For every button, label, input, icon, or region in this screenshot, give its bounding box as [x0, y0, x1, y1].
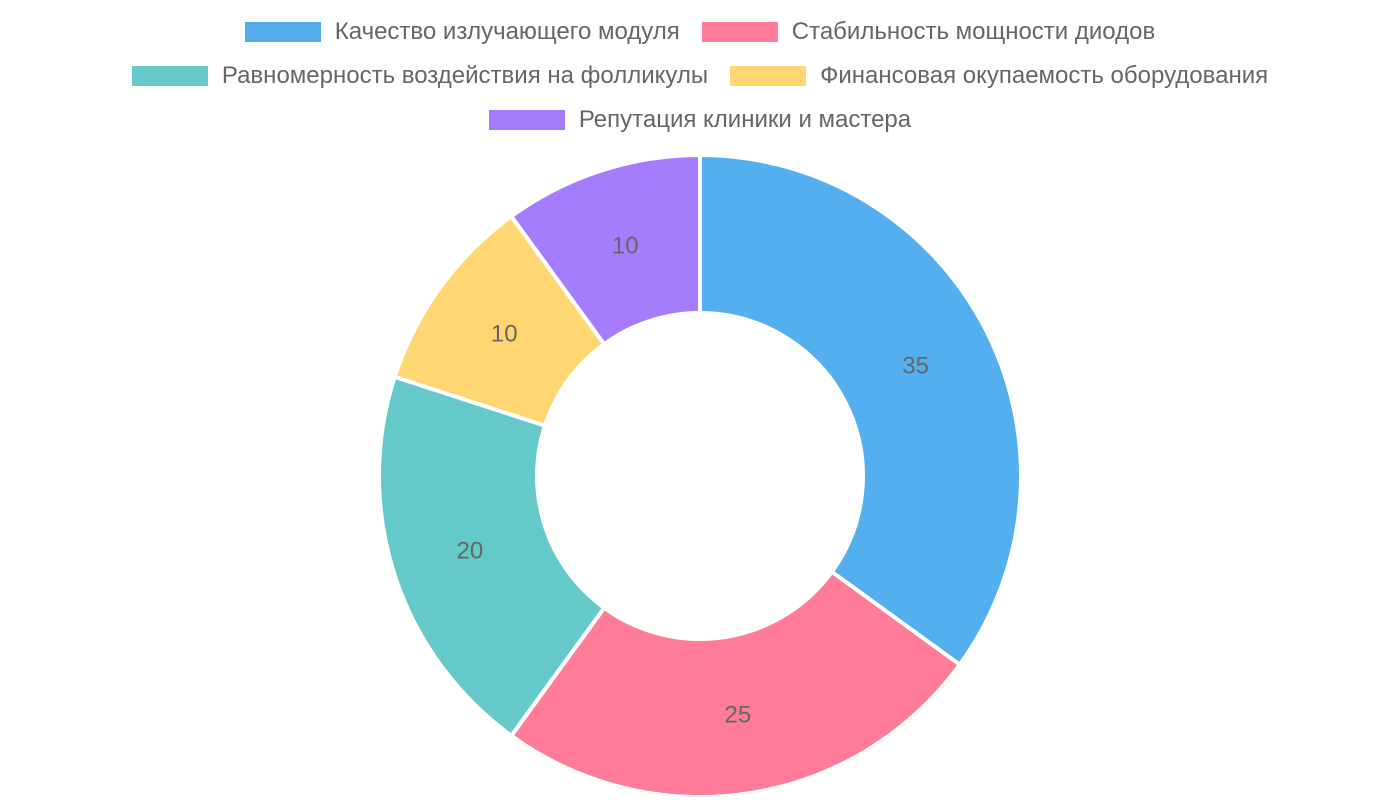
legend-row: Репутация клиники и мастера — [0, 98, 1400, 142]
legend-item[interactable]: Финансовая окупаемость оборудования — [730, 62, 1268, 90]
legend-swatch — [244, 22, 321, 42]
legend-row: Качество излучающего модуля Стабильность… — [0, 10, 1400, 54]
legend-label: Качество излучающего модуля — [334, 18, 680, 45]
slice-group — [377, 152, 1023, 799]
donut-slice[interactable] — [698, 152, 1023, 668]
slice-value-label: 10 — [612, 232, 639, 259]
legend-row: Равномерность воздействия на фолликулы Ф… — [0, 54, 1400, 98]
legend-label: Равномерность воздействия на фолликулы — [221, 62, 709, 89]
legend-label: Стабильность мощности диодов — [791, 18, 1156, 45]
legend-swatch — [131, 66, 208, 86]
donut-slice[interactable] — [377, 374, 607, 739]
donut-slice[interactable] — [508, 569, 963, 799]
legend-label: Репутация клиники и мастера — [578, 106, 912, 133]
legend-item[interactable]: Репутация клиники и мастера — [488, 106, 912, 134]
legend-label: Финансовая окупаемость оборудования — [820, 62, 1269, 89]
legend-swatch — [488, 110, 565, 130]
legend-item[interactable]: Стабильность мощности диодов — [701, 18, 1156, 46]
legend-swatch — [730, 66, 807, 86]
donut-slice[interactable] — [508, 152, 702, 347]
slice-label-group: 35 25 20 10 10 — [456, 232, 928, 728]
legend-swatch — [701, 22, 778, 42]
chart-legend: Качество излучающего модуля Стабильность… — [0, 10, 1400, 142]
slice-value-label: 10 — [491, 320, 518, 347]
slice-value-label: 35 — [902, 353, 929, 380]
legend-item[interactable]: Качество излучающего модуля — [244, 18, 680, 46]
slice-value-label: 25 — [725, 702, 752, 729]
legend-item[interactable]: Равномерность воздействия на фолликулы — [131, 62, 709, 90]
slice-value-label: 20 — [456, 537, 483, 564]
